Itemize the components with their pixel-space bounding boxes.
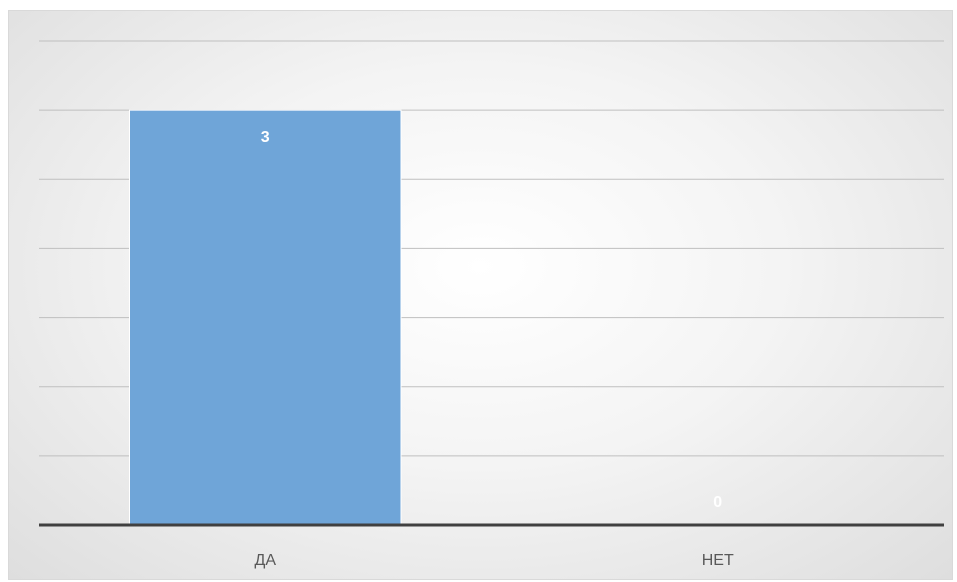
data-label-1: 0: [713, 494, 722, 511]
data-label-0: 3: [261, 129, 270, 146]
bar-0: [129, 109, 402, 526]
bars: [129, 109, 402, 526]
bar-chart: 30 ДА НЕТ: [39, 40, 944, 569]
x-tick-label-1: НЕТ: [702, 552, 734, 569]
x-tick-label-0: ДА: [254, 552, 276, 569]
data-labels: 30: [261, 129, 723, 511]
x-tick-labels: ДА НЕТ: [254, 552, 733, 569]
